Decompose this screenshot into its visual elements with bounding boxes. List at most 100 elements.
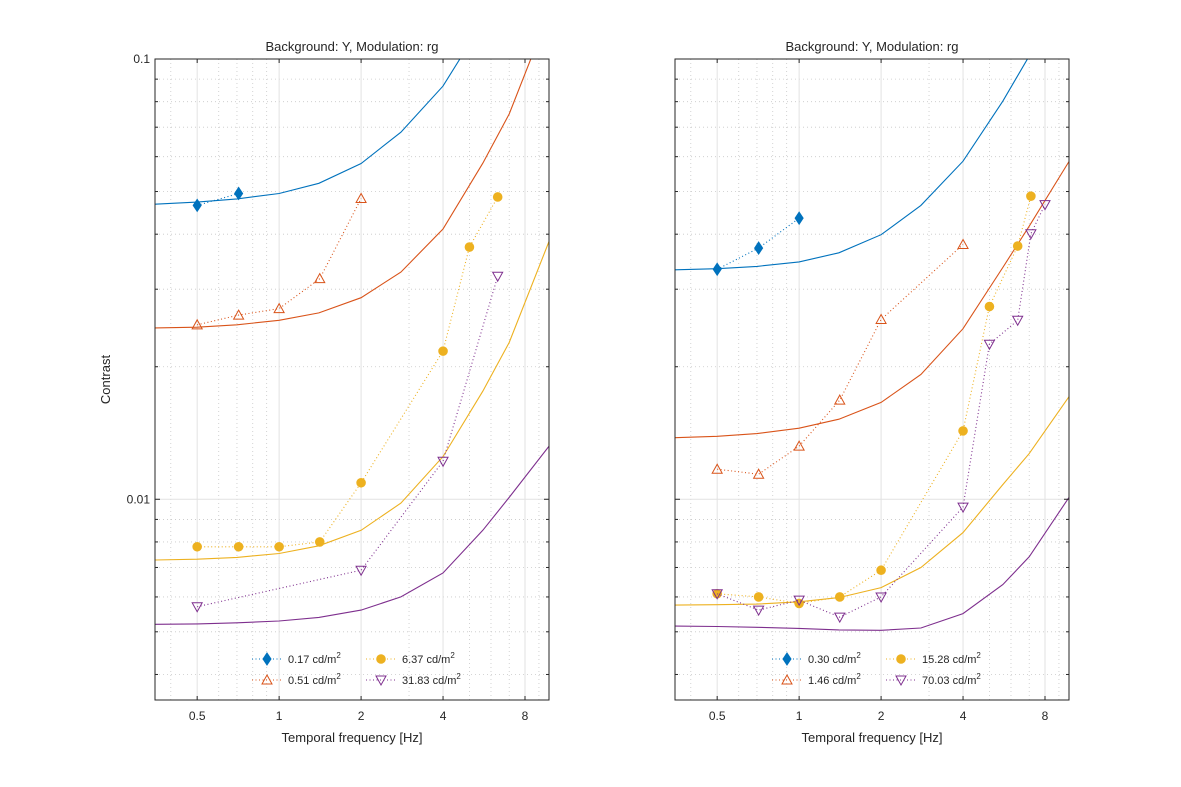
data-point — [793, 595, 805, 607]
x-tick-label: 8 — [522, 709, 529, 723]
data-point — [313, 272, 326, 284]
legend-label-text: 6.37 cd/m — [402, 654, 450, 666]
legend-label: 1.46 cd/m2 — [808, 672, 861, 687]
fit-curve — [155, 59, 532, 329]
fit-curve — [155, 241, 549, 561]
data-point — [711, 589, 724, 600]
legend-label: 70.03 cd/m2 — [922, 672, 981, 687]
legend-marker — [262, 652, 272, 666]
data-point — [875, 313, 887, 325]
legend-marker — [261, 673, 273, 685]
legend-label-superscript: 2 — [456, 672, 461, 681]
legend-marker — [375, 675, 387, 687]
data-point — [957, 502, 969, 514]
series-0 — [675, 59, 1029, 277]
data-point — [192, 541, 202, 552]
data-point — [233, 541, 244, 552]
legend-marker — [781, 673, 793, 685]
data-point — [191, 602, 204, 613]
data-point — [984, 301, 995, 312]
legend-label-superscript: 2 — [976, 651, 981, 660]
series-0 — [155, 59, 461, 213]
series-3 — [155, 271, 549, 625]
legend-label-superscript: 2 — [336, 672, 341, 681]
data-point — [273, 302, 285, 314]
x-tick-label: 2 — [358, 709, 365, 723]
legend-entry: 31.83 cd/m2 — [366, 672, 461, 687]
data-point — [833, 394, 846, 405]
x-axis-label: Temporal frequency [Hz] — [282, 730, 423, 745]
plot-area — [155, 59, 549, 700]
legend-label-text: 31.83 cd/m — [402, 675, 456, 687]
data-point — [712, 262, 722, 277]
data-point — [274, 541, 284, 552]
x-tick-label: 0.5 — [709, 709, 726, 723]
data-point — [1025, 229, 1037, 240]
y-tick-label: 0.1 — [133, 52, 150, 66]
chart-panel-left: 0.5 1 2 4 8 0.01 0.1 Background: Y, Modulation:… — [98, 39, 550, 745]
series-1 — [155, 59, 532, 330]
x-tick-label: 4 — [960, 709, 967, 723]
data-point — [983, 339, 996, 351]
series-2 — [155, 192, 549, 561]
legend-label: 31.83 cd/m2 — [402, 672, 461, 687]
data-point — [752, 468, 765, 479]
data-point — [492, 192, 503, 202]
data-point — [875, 592, 887, 603]
legend-label-superscript: 2 — [450, 651, 455, 660]
legend-label-text: 1.46 cd/m — [808, 675, 856, 687]
plot-content — [155, 59, 549, 625]
data-point — [437, 456, 449, 468]
chart-panel-right: 0.5 1 2 4 8 Background: Y, Modulation: rg Temp… — [674, 39, 1070, 745]
data-point — [754, 241, 764, 255]
data-point — [191, 318, 204, 330]
grid — [675, 58, 1069, 700]
data-point — [833, 612, 846, 624]
axes-box — [154, 58, 550, 701]
axes-box — [674, 58, 1070, 701]
data-point — [356, 477, 366, 488]
data-point — [834, 592, 845, 602]
data-point — [753, 592, 764, 602]
y-tick-label: 0.01 — [127, 492, 151, 506]
data-point — [752, 605, 765, 617]
data-point — [355, 192, 367, 204]
data-point — [1012, 241, 1023, 251]
legend-label: 0.30 cd/m2 — [808, 651, 861, 666]
legend-entry: 0.30 cd/m2 — [772, 651, 861, 666]
data-point — [232, 309, 245, 320]
fit-curve — [675, 59, 1029, 271]
legend-entry: 0.51 cd/m2 — [252, 672, 341, 687]
legend-label-superscript: 2 — [856, 672, 861, 681]
legend-marker — [896, 654, 906, 664]
data-point — [794, 211, 804, 226]
legend-label-text: 70.03 cd/m — [922, 675, 976, 687]
x-axis-label: Temporal frequency [Hz] — [802, 730, 943, 745]
data-point — [711, 463, 724, 474]
fit-curve — [155, 59, 461, 205]
fit-curve — [675, 497, 1069, 631]
data-point — [957, 238, 969, 250]
data-point — [793, 440, 805, 451]
data-point — [192, 198, 202, 213]
legend-label-superscript: 2 — [976, 672, 981, 681]
data-point — [1039, 200, 1051, 211]
chart-title: Background: Y, Modulation: rg — [266, 39, 439, 54]
legend-entry: 15.28 cd/m2 — [886, 651, 981, 666]
legend-entry: 1.46 cd/m2 — [772, 672, 861, 687]
data-point — [314, 537, 325, 547]
axes: 0.5 1 2 4 8 — [674, 58, 1070, 723]
x-tick-label: 0.5 — [189, 709, 206, 723]
legend-label-superscript: 2 — [336, 651, 341, 660]
x-tick-label: 1 — [796, 709, 803, 723]
grid — [155, 58, 549, 700]
legend-marker — [376, 654, 386, 664]
data-point — [958, 426, 968, 436]
series-3 — [675, 200, 1069, 631]
legend-label: 0.17 cd/m2 — [288, 651, 341, 666]
y-axis-label: Contrast — [98, 355, 113, 405]
axes: 0.5 1 2 4 8 0.01 0.1 — [127, 52, 550, 723]
data-point — [464, 242, 475, 252]
